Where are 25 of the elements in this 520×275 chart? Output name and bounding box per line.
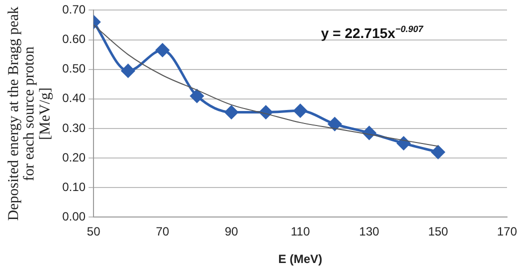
point bbox=[328, 117, 342, 131]
y-tick-label: 0.40 bbox=[62, 91, 86, 106]
point bbox=[190, 89, 204, 103]
y-tick-label: 0.20 bbox=[62, 150, 86, 164]
x-tick-label: 50 bbox=[86, 224, 101, 239]
point bbox=[156, 43, 170, 57]
x-tick-label: 170 bbox=[496, 224, 518, 239]
y-tick-label: 0.00 bbox=[62, 210, 86, 224]
point bbox=[224, 105, 238, 119]
y-tick-label: 0.50 bbox=[62, 62, 86, 76]
y-tick-label: 0.10 bbox=[62, 180, 86, 194]
point bbox=[396, 136, 410, 150]
point bbox=[294, 104, 308, 118]
x-tick-label: 70 bbox=[156, 224, 170, 239]
x-tick-label: 110 bbox=[290, 224, 310, 239]
x-axis-title: E (MeV) bbox=[278, 252, 322, 266]
y-tick-label: 0.30 bbox=[62, 120, 86, 135]
x-tick-label: 130 bbox=[359, 224, 380, 239]
y-axis-title: Deposited energy at the Bragg peak for each source proton [MeV/g] bbox=[6, 6, 54, 221]
point bbox=[431, 145, 445, 159]
point bbox=[121, 64, 135, 78]
y-tick-label: 0.60 bbox=[62, 32, 86, 46]
y-tick-label: 0.70 bbox=[62, 2, 86, 17]
x-tick-label: 150 bbox=[428, 224, 448, 239]
x-tick-label: 90 bbox=[224, 224, 238, 239]
